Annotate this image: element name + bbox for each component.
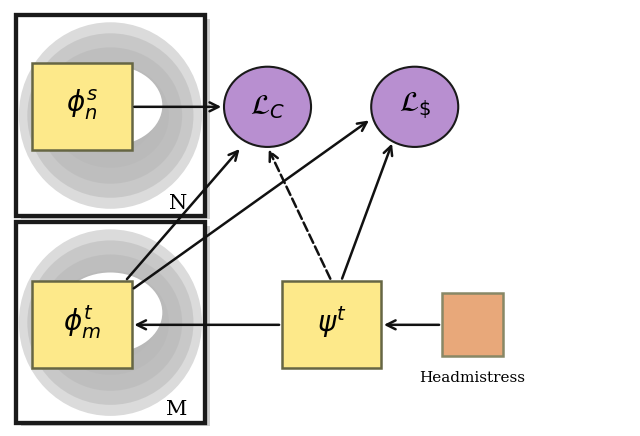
Ellipse shape (28, 240, 193, 405)
Text: $\phi_n^s$: $\phi_n^s$ (66, 88, 98, 122)
Ellipse shape (28, 33, 193, 198)
Text: M: M (166, 400, 188, 419)
Ellipse shape (19, 22, 202, 209)
Text: $\psi^t$: $\psi^t$ (317, 305, 346, 340)
Ellipse shape (371, 67, 458, 147)
FancyBboxPatch shape (21, 226, 210, 426)
Ellipse shape (52, 63, 169, 168)
Text: $\mathcal{L}_\$$: $\mathcal{L}_\$$ (399, 91, 431, 123)
Ellipse shape (52, 270, 169, 375)
Ellipse shape (224, 67, 311, 147)
FancyBboxPatch shape (16, 222, 205, 423)
FancyBboxPatch shape (442, 293, 503, 357)
FancyBboxPatch shape (16, 15, 205, 216)
Ellipse shape (38, 48, 182, 184)
FancyBboxPatch shape (32, 281, 132, 368)
FancyBboxPatch shape (282, 281, 381, 368)
Text: $\mathcal{L}_C$: $\mathcal{L}_C$ (250, 93, 285, 121)
Text: N: N (169, 194, 188, 213)
FancyBboxPatch shape (32, 63, 132, 150)
Ellipse shape (58, 272, 163, 353)
Ellipse shape (58, 65, 163, 146)
Text: $\phi_m^t$: $\phi_m^t$ (63, 304, 101, 341)
Ellipse shape (19, 229, 202, 416)
Text: Headmistress: Headmistress (419, 371, 525, 385)
FancyBboxPatch shape (21, 19, 210, 219)
Ellipse shape (38, 255, 182, 391)
